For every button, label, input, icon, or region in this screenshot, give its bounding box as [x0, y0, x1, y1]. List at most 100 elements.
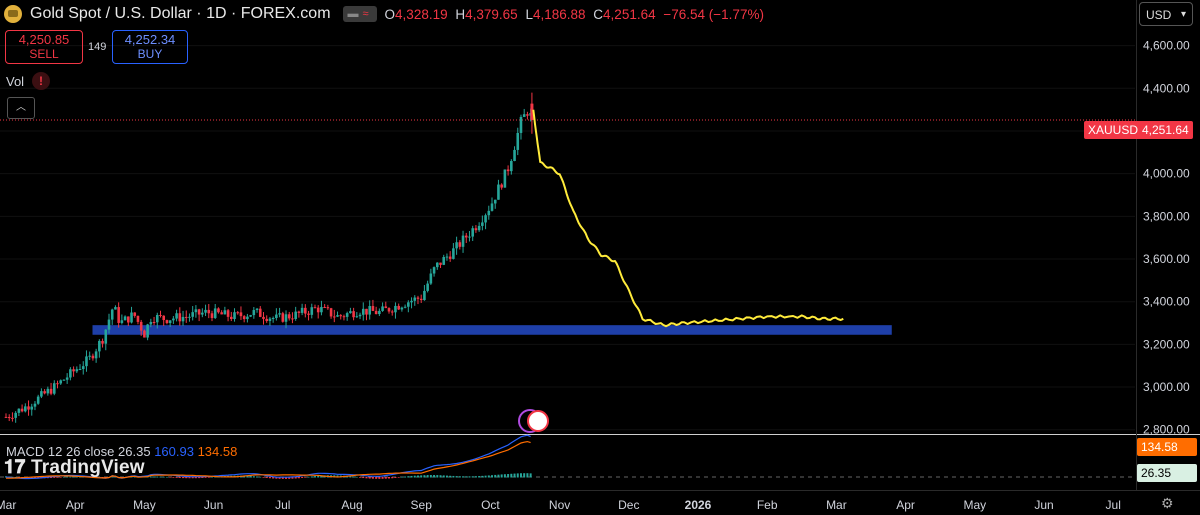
- candle-body: [49, 388, 53, 394]
- candle-body: [4, 416, 8, 418]
- macd-hist-bar: [362, 477, 365, 479]
- candle-body: [342, 316, 346, 318]
- macd-hist-bar: [162, 476, 165, 478]
- candle-body: [62, 379, 66, 381]
- macd-hist-bar: [210, 476, 213, 478]
- macd-hist-bar: [500, 474, 503, 478]
- candle-body: [194, 309, 198, 313]
- candle-body: [484, 215, 487, 223]
- symbol-title[interactable]: Gold Spot / U.S. Dollar · 1D · FOREX.com: [30, 5, 331, 22]
- candle-body: [175, 313, 178, 319]
- close-value: 4,251.64: [603, 6, 656, 22]
- volume-label[interactable]: Vol: [6, 74, 25, 89]
- candle-body: [332, 316, 336, 318]
- candle-body: [397, 305, 400, 310]
- candle-body: [114, 307, 117, 310]
- candle-body: [40, 391, 43, 397]
- macd-hist-bar: [33, 477, 36, 479]
- macd-line-value: 160.93: [154, 444, 194, 459]
- macd-hist-bar: [114, 476, 117, 478]
- candle-body: [36, 396, 40, 404]
- sell-button[interactable]: 4,250.85 SELL: [5, 30, 83, 64]
- macd-hist-bar: [352, 476, 355, 478]
- warning-icon[interactable]: !: [32, 72, 50, 90]
- candle-body: [143, 330, 146, 338]
- macd-hist-bar: [491, 475, 494, 478]
- candle-body: [275, 314, 278, 319]
- candle-body: [506, 169, 510, 172]
- candle-body: [230, 316, 233, 320]
- macd-hist-bar: [481, 475, 484, 478]
- macd-hist-bar: [307, 476, 310, 478]
- x-tick-label: Sep: [411, 498, 433, 512]
- buy-button[interactable]: 4,252.34 BUY: [112, 30, 188, 64]
- macd-hist-bar: [75, 476, 78, 478]
- candle-body: [316, 307, 320, 313]
- candle-body: [46, 388, 50, 394]
- y-tick-label: 4,400.00: [1143, 81, 1190, 95]
- candle-body: [407, 302, 410, 307]
- macd-hist-bar: [62, 476, 65, 478]
- candle-body: [435, 262, 439, 268]
- x-tick-label: Oct: [481, 498, 500, 512]
- candle-body: [7, 417, 11, 419]
- macd-hist-bar: [156, 476, 159, 478]
- candle-body: [191, 312, 194, 317]
- candle-body: [98, 340, 101, 352]
- candle-body: [139, 321, 143, 331]
- candle-body: [120, 320, 124, 323]
- macd-hist-bar: [188, 477, 191, 479]
- macd-hist-bar: [201, 477, 204, 478]
- candle-body: [65, 377, 69, 380]
- chart-type-toggle-icon[interactable]: ▬ ≈: [342, 6, 377, 22]
- candle-body: [11, 417, 14, 419]
- candle-body: [394, 305, 397, 313]
- candle-body: [519, 116, 523, 133]
- candle-body: [201, 312, 204, 315]
- macd-legend[interactable]: MACD 12 26 close 26.35 160.93 134.58: [6, 444, 238, 459]
- candle-body: [345, 313, 349, 317]
- x-tick-label: Dec: [618, 498, 639, 512]
- candle-body: [464, 235, 468, 238]
- candle-body: [448, 256, 452, 259]
- macd-hist-bar: [285, 477, 288, 479]
- macd-hist-bar: [349, 476, 352, 478]
- candle-body: [217, 308, 220, 313]
- candle-body: [220, 312, 223, 315]
- symbol-price-tag: XAUUSD: [1084, 121, 1143, 139]
- signal-line: [6, 440, 531, 479]
- candle-body: [326, 307, 330, 309]
- candle-body: [255, 308, 259, 311]
- settings-gear-icon[interactable]: ⚙: [1161, 495, 1174, 511]
- candle-body: [371, 306, 375, 311]
- candle-body: [416, 297, 420, 299]
- macd-hist-bar: [301, 477, 304, 478]
- macd-hist-bar: [111, 476, 114, 478]
- macd-hist-bar: [172, 477, 175, 478]
- sell-price: 4,250.85: [18, 32, 70, 47]
- candle-body: [104, 329, 108, 344]
- macd-signal-tag: 134.58: [1137, 438, 1197, 456]
- candle-body: [213, 308, 217, 318]
- y-tick-label: 3,800.00: [1143, 209, 1190, 223]
- candle-body: [381, 306, 384, 311]
- x-tick-label: Apr: [66, 498, 85, 512]
- macd-hist-bar: [445, 475, 448, 478]
- macd-hist-bar: [458, 476, 461, 478]
- macd-hist-bar: [484, 475, 487, 478]
- candle-body: [133, 312, 137, 316]
- candle-body: [24, 406, 27, 412]
- macd-hist-bar: [359, 477, 362, 478]
- macd-hist-bar: [529, 473, 532, 478]
- candle-body: [239, 312, 243, 317]
- macd-hist-bar: [207, 477, 210, 478]
- currency-select[interactable]: USD ▾: [1139, 2, 1193, 26]
- x-tick-label: May: [963, 498, 986, 512]
- candle-body: [56, 383, 59, 385]
- macd-hist-bar: [407, 476, 410, 478]
- spread-value: 149: [88, 41, 107, 53]
- macd-hist-bar: [5, 476, 7, 478]
- collapse-chevron-up-icon[interactable]: ︿: [7, 97, 35, 119]
- candle-body: [20, 408, 24, 412]
